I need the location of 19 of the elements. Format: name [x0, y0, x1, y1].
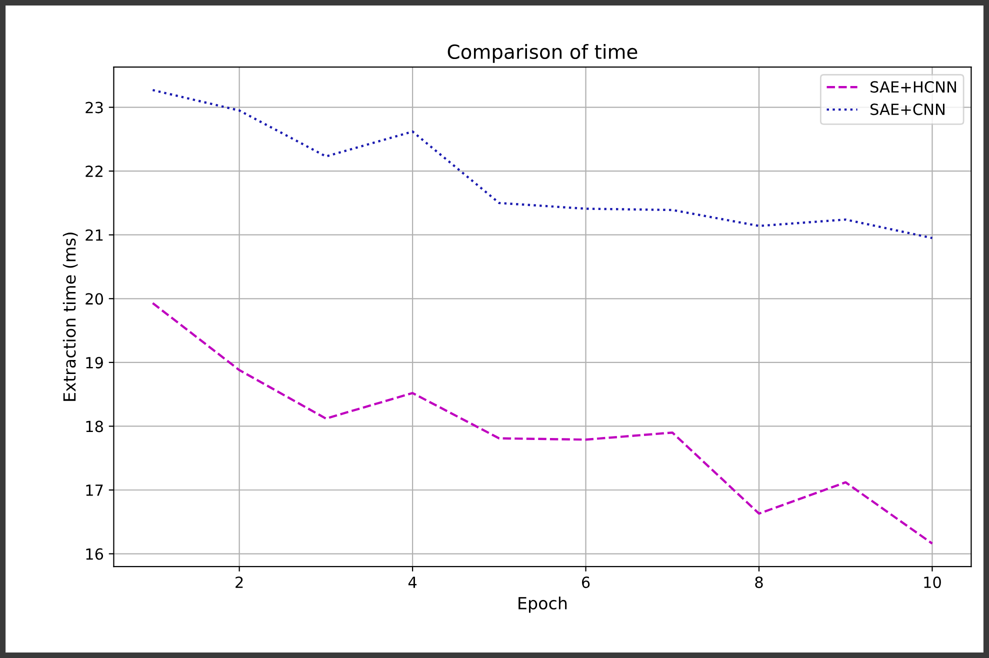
y-tick-label: 22	[86, 166, 102, 177]
x-axis-title: Epoch	[518, 596, 567, 613]
y-tick-label: 18	[86, 420, 103, 432]
y-tick-label: 23	[86, 102, 103, 114]
x-tick-label: 4	[408, 576, 417, 588]
legend-label: SAE+CNN	[870, 104, 944, 116]
x-tick-label: 10	[924, 576, 941, 588]
y-axis-title: Extraction time (ms)	[62, 232, 78, 401]
y-tick-label: 17	[86, 484, 103, 496]
x-tick-label: 8	[755, 576, 763, 588]
line-series	[152, 302, 934, 545]
x-tick-label: 6	[582, 576, 590, 588]
y-tick-label: 16	[86, 548, 104, 560]
legend-label: SAE+HCNN	[870, 81, 956, 93]
y-tick-label: 21	[86, 229, 103, 241]
chart-title: Comparison of time	[448, 44, 638, 63]
y-tick-label: 19	[86, 356, 103, 368]
y-tick-label: 20	[86, 293, 103, 305]
x-tick-label: 2	[236, 576, 243, 588]
